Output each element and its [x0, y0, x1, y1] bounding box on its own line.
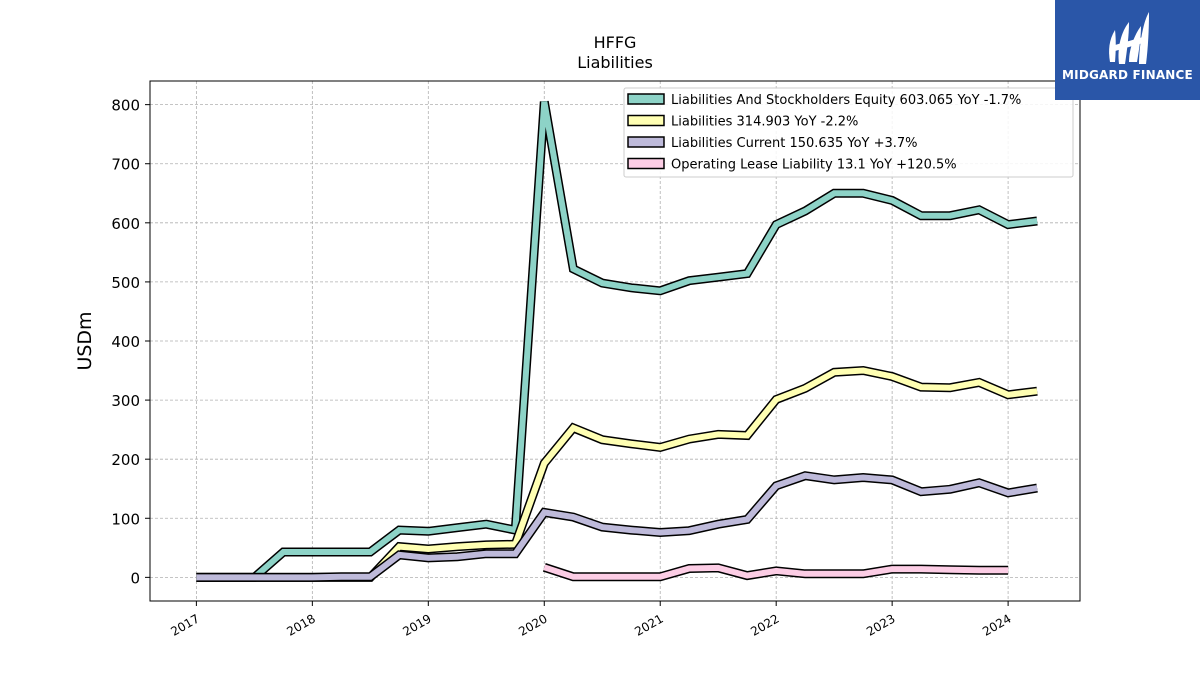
x-tick-label: 2020	[516, 611, 549, 638]
y-tick-label: 700	[111, 156, 140, 174]
y-tick-label: 800	[111, 97, 140, 115]
y-tick-label: 500	[111, 274, 140, 292]
series-line-3	[196, 472, 1038, 581]
legend-swatch	[627, 114, 665, 127]
y-tick-label: 200	[111, 451, 140, 469]
legend-label: Operating Lease Liability 13.1 YoY +120.…	[671, 158, 957, 173]
x-tick-label: 2022	[748, 611, 781, 638]
tick-layer: 0 100 200 300 400 500 600 700 800 2017 2018 2019 202…	[111, 97, 1013, 639]
x-tick-label: 2024	[980, 611, 1013, 638]
y-tick-label: 400	[111, 333, 140, 351]
y-tick-label: 100	[111, 510, 140, 528]
logo-mark-icon	[1109, 12, 1149, 64]
series-layer	[196, 100, 1038, 582]
logo-text: MIDGARD FINANCE	[1062, 68, 1193, 82]
legend: Liabilities And Stockholders Equity 603.…	[623, 87, 1074, 178]
x-tick-label: 2017	[168, 611, 201, 638]
legend-box	[623, 87, 1074, 178]
x-tick-label: 2021	[632, 611, 665, 638]
y-axis-label: USDm	[74, 311, 96, 370]
series-line-2	[196, 367, 1038, 581]
y-tick-label: 300	[111, 392, 140, 410]
legend-swatch	[627, 136, 665, 148]
legend-swatch	[627, 93, 665, 105]
x-tick-label: 2023	[864, 611, 897, 638]
midgard-finance-logo: MIDGARD FINANCE	[1055, 0, 1200, 100]
y-tick-label: 0	[130, 569, 140, 587]
x-tick-label: 2018	[284, 611, 317, 638]
y-tick-label: 600	[111, 215, 140, 233]
legend-label: Liabilities Current 150.635 YoY +3.7%	[671, 136, 918, 151]
legend-swatch	[627, 157, 665, 170]
series-line-1	[196, 101, 1038, 581]
legend-label: Liabilities 314.903 YoY -2.2%	[671, 115, 858, 130]
series-line-outline	[196, 365, 1038, 582]
series-line-4	[543, 564, 1009, 580]
legend-label: Liabilities And Stockholders Equity 603.…	[671, 93, 1021, 108]
chart-title: HFFG	[594, 33, 637, 52]
x-tick-label: 2019	[400, 611, 433, 638]
chart-subtitle: Liabilities	[577, 53, 653, 72]
